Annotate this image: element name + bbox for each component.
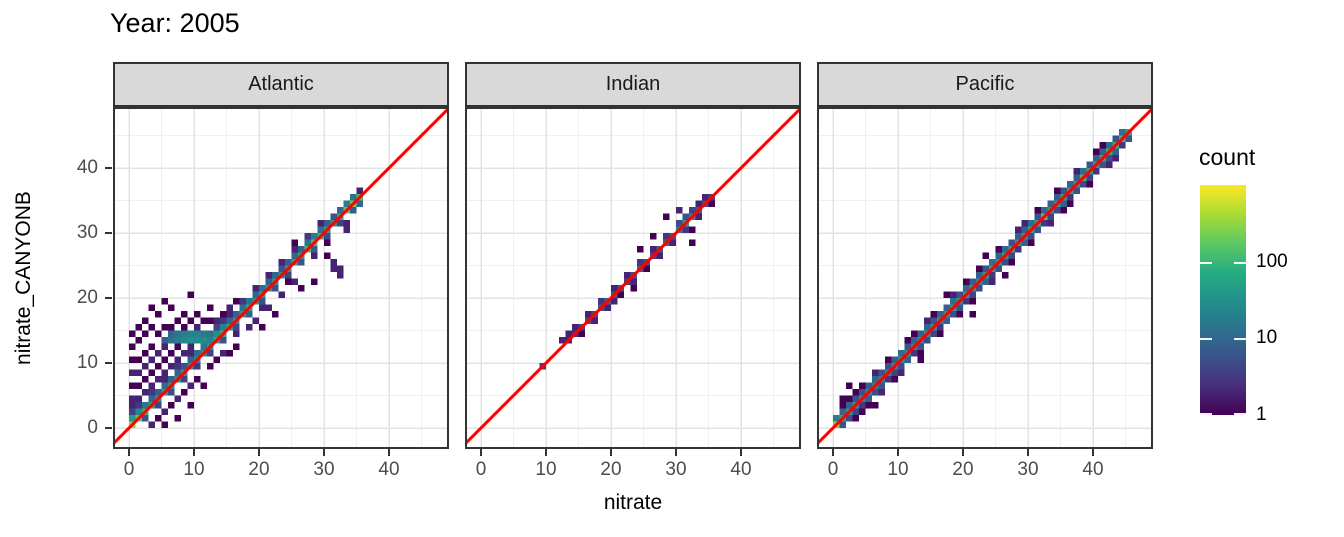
legend-tick-label: 1 (1256, 404, 1267, 425)
facet-panel-atlantic (113, 107, 449, 449)
x-tick-mark (962, 449, 964, 456)
x-tick-mark (128, 449, 130, 456)
x-tick-mark (740, 449, 742, 456)
x-tick-label: 10 (183, 459, 205, 480)
x-tick-mark (193, 449, 195, 456)
x-tick-label: 40 (378, 459, 400, 480)
x-tick-label: 30 (665, 459, 687, 480)
x-tick-mark (1092, 449, 1094, 456)
y-tick-label: 10 (76, 352, 98, 373)
y-axis-title: nitrate_CANYONB (12, 191, 35, 365)
legend-tick-mark (1200, 338, 1212, 341)
legend-tick-mark (1234, 413, 1246, 415)
x-tick-mark (832, 449, 834, 456)
y-tick-mark (105, 427, 112, 429)
legend-colorbar (1200, 185, 1246, 415)
y-tick-label: 30 (76, 222, 98, 243)
y-tick-mark (105, 297, 112, 299)
legend-title: count (1199, 144, 1256, 170)
y-tick-mark (105, 232, 112, 234)
legend-tick-mark (1234, 261, 1246, 264)
facet-panel-pacific (817, 107, 1153, 449)
x-tick-label: 20 (952, 459, 974, 480)
x-tick-label: 40 (1082, 459, 1104, 480)
x-tick-label: 10 (535, 459, 557, 480)
facet-strip-label: Indian (605, 73, 661, 95)
x-tick-label: 30 (1017, 459, 1039, 480)
x-tick-label: 30 (313, 459, 335, 480)
page-title: Year: 2005 (110, 8, 240, 38)
legend-tick-mark (1234, 338, 1246, 341)
x-tick-label: 40 (730, 459, 752, 480)
facet-strip-indian: Indian (465, 62, 801, 107)
x-tick-mark (545, 449, 547, 456)
y-tick-label: 20 (76, 287, 98, 308)
identity-line (465, 107, 801, 447)
x-tick-mark (610, 449, 612, 456)
x-tick-mark (388, 449, 390, 456)
facet-strip-pacific: Pacific (817, 62, 1153, 107)
x-tick-label: 0 (123, 459, 135, 480)
identity-line (817, 107, 1153, 447)
x-tick-label: 0 (475, 459, 487, 480)
facet-strip-atlantic: Atlantic (113, 62, 449, 107)
x-tick-mark (323, 449, 325, 456)
identity-line (113, 107, 449, 447)
x-axis-title: nitrate (603, 491, 663, 514)
facet-panel-indian (465, 107, 801, 449)
x-tick-mark (675, 449, 677, 456)
x-tick-mark (480, 449, 482, 456)
legend-tick-label: 100 (1256, 250, 1288, 272)
x-tick-label: 20 (600, 459, 622, 480)
legend-tick-mark (1200, 261, 1212, 264)
y-tick-label: 40 (76, 157, 98, 178)
x-tick-label: 20 (248, 459, 270, 480)
x-tick-label: 0 (827, 459, 839, 480)
x-tick-mark (897, 449, 899, 456)
y-tick-mark (105, 362, 112, 364)
facet-strip-label: Atlantic (248, 73, 314, 95)
x-tick-label: 10 (887, 459, 909, 480)
x-tick-mark (258, 449, 260, 456)
legend-tick-mark (1200, 413, 1212, 415)
legend-tick-label: 10 (1256, 327, 1278, 349)
y-tick-mark (105, 167, 112, 169)
x-tick-mark (1027, 449, 1029, 456)
facet-strip-label: Pacific (955, 73, 1015, 95)
y-tick-label: 0 (87, 417, 98, 438)
